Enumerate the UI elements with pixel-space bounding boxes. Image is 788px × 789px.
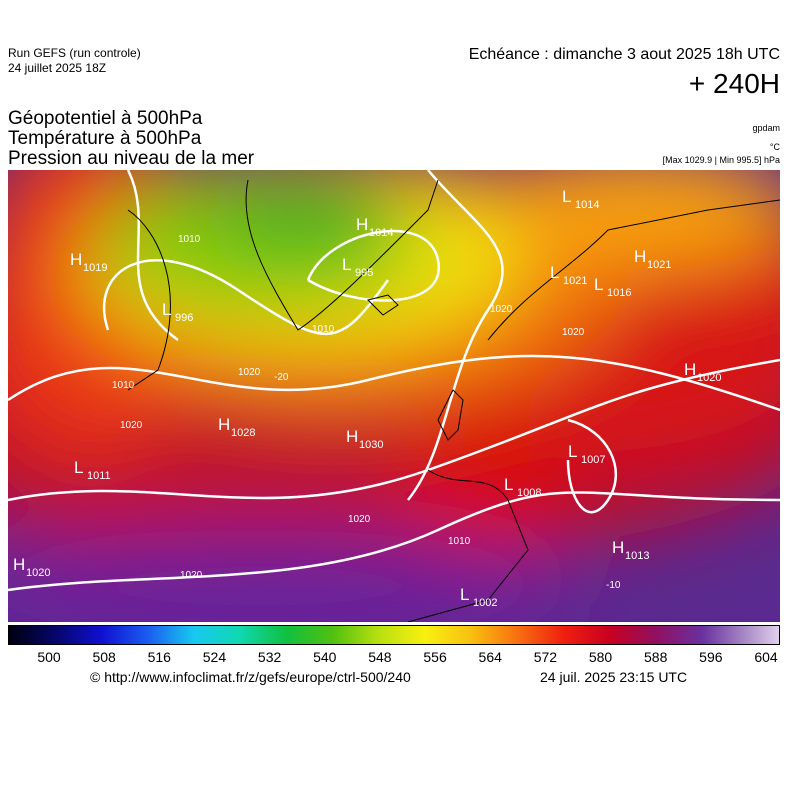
- center-value: 1021: [563, 275, 587, 287]
- colorbar-label: 588: [644, 649, 668, 665]
- center-letter: L: [162, 300, 171, 319]
- run: Run GEFS (run controle): [8, 46, 141, 60]
- contour-label: 1020: [120, 420, 143, 431]
- center-value: 995: [355, 267, 373, 279]
- center-letter: L: [594, 275, 603, 294]
- center-letter: L: [562, 187, 571, 206]
- center-value: 1014: [369, 227, 393, 239]
- source: © http://www.infoclimat.fr/z/gefs/europe…: [90, 669, 411, 685]
- center-letter: H: [684, 360, 696, 379]
- unit: °C: [769, 142, 780, 152]
- center-value: 1008: [517, 487, 541, 499]
- center-value: 1020: [26, 567, 50, 579]
- center-value: 1002: [473, 597, 497, 609]
- colorbar-label: 548: [368, 649, 392, 665]
- isobars: [8, 170, 780, 592]
- colorbar-label: 572: [533, 649, 558, 665]
- colorbar-label: 500: [37, 649, 61, 665]
- field: [8, 170, 780, 622]
- title: Température à 500hPa: [8, 128, 202, 149]
- center-value: 1016: [607, 287, 631, 299]
- contour-label: 1010: [112, 380, 135, 391]
- contour-label: 1020: [490, 304, 513, 315]
- lead-time: + 240H: [688, 68, 780, 99]
- echeance: Echéance : dimanche 3 aout 2025 18h UTC: [468, 46, 780, 63]
- center-value: 1007: [581, 454, 605, 466]
- colorbar-label: 564: [478, 649, 502, 665]
- contour-label: 1010: [312, 324, 335, 335]
- center-value: 1030: [359, 439, 383, 451]
- center-letter: H: [356, 215, 368, 234]
- issued: 24 juil. 2025 23:15 UTC: [540, 669, 688, 685]
- run-date: 24 juillet 2025 18Z: [8, 61, 107, 75]
- contour-label: 1020: [562, 327, 585, 338]
- center-value: 1019: [83, 262, 107, 274]
- center-letter: H: [13, 555, 25, 574]
- center-value: 1021: [647, 259, 671, 271]
- center-letter: L: [460, 585, 469, 604]
- colorbar: [8, 625, 780, 645]
- center-letter: H: [346, 427, 358, 446]
- contour-label: 1020: [348, 514, 371, 525]
- center-letter: H: [70, 250, 82, 269]
- contour-label: 1020: [238, 367, 261, 378]
- contour-label: 1010: [448, 536, 471, 547]
- center-letter: H: [612, 538, 624, 557]
- contour-label: -20: [274, 372, 289, 383]
- range: [Max 1029.9 | Min 995.5] hPa: [662, 155, 780, 165]
- colorbar-label: 516: [147, 649, 171, 665]
- colorbar-label: 532: [257, 649, 282, 665]
- colorbar-label: 596: [699, 649, 723, 665]
- title: Pression au niveau de la mer: [8, 148, 255, 169]
- colorbar-label: 580: [588, 649, 613, 665]
- center-value: 1028: [231, 427, 255, 439]
- colorbar-label: 556: [423, 649, 447, 665]
- colorbar-label: 540: [313, 649, 337, 665]
- center-value: 1011: [87, 470, 111, 482]
- center-value: 996: [175, 312, 193, 324]
- center-letter: L: [504, 475, 513, 494]
- colorbar-label: 508: [92, 649, 116, 665]
- center-letter: L: [74, 458, 83, 477]
- coastlines: [127, 179, 780, 622]
- center-letter: L: [342, 255, 351, 274]
- title: Géopotentiel à 500hPa: [8, 108, 203, 129]
- center-letter: L: [550, 263, 559, 282]
- contour-label: 1010: [178, 234, 201, 245]
- colorbar-label: 604: [754, 649, 778, 665]
- colorbar-label: 524: [202, 649, 227, 665]
- contour-label: -10: [606, 580, 621, 591]
- center-letter: L: [568, 442, 577, 461]
- center-value: 1020: [697, 372, 721, 384]
- center-letter: H: [218, 415, 230, 434]
- contour-label: 1020: [180, 570, 203, 581]
- center-value: 1014: [575, 199, 599, 211]
- center-value: 1013: [625, 550, 649, 562]
- center-letter: H: [634, 247, 646, 266]
- unit: gpdam: [752, 123, 780, 133]
